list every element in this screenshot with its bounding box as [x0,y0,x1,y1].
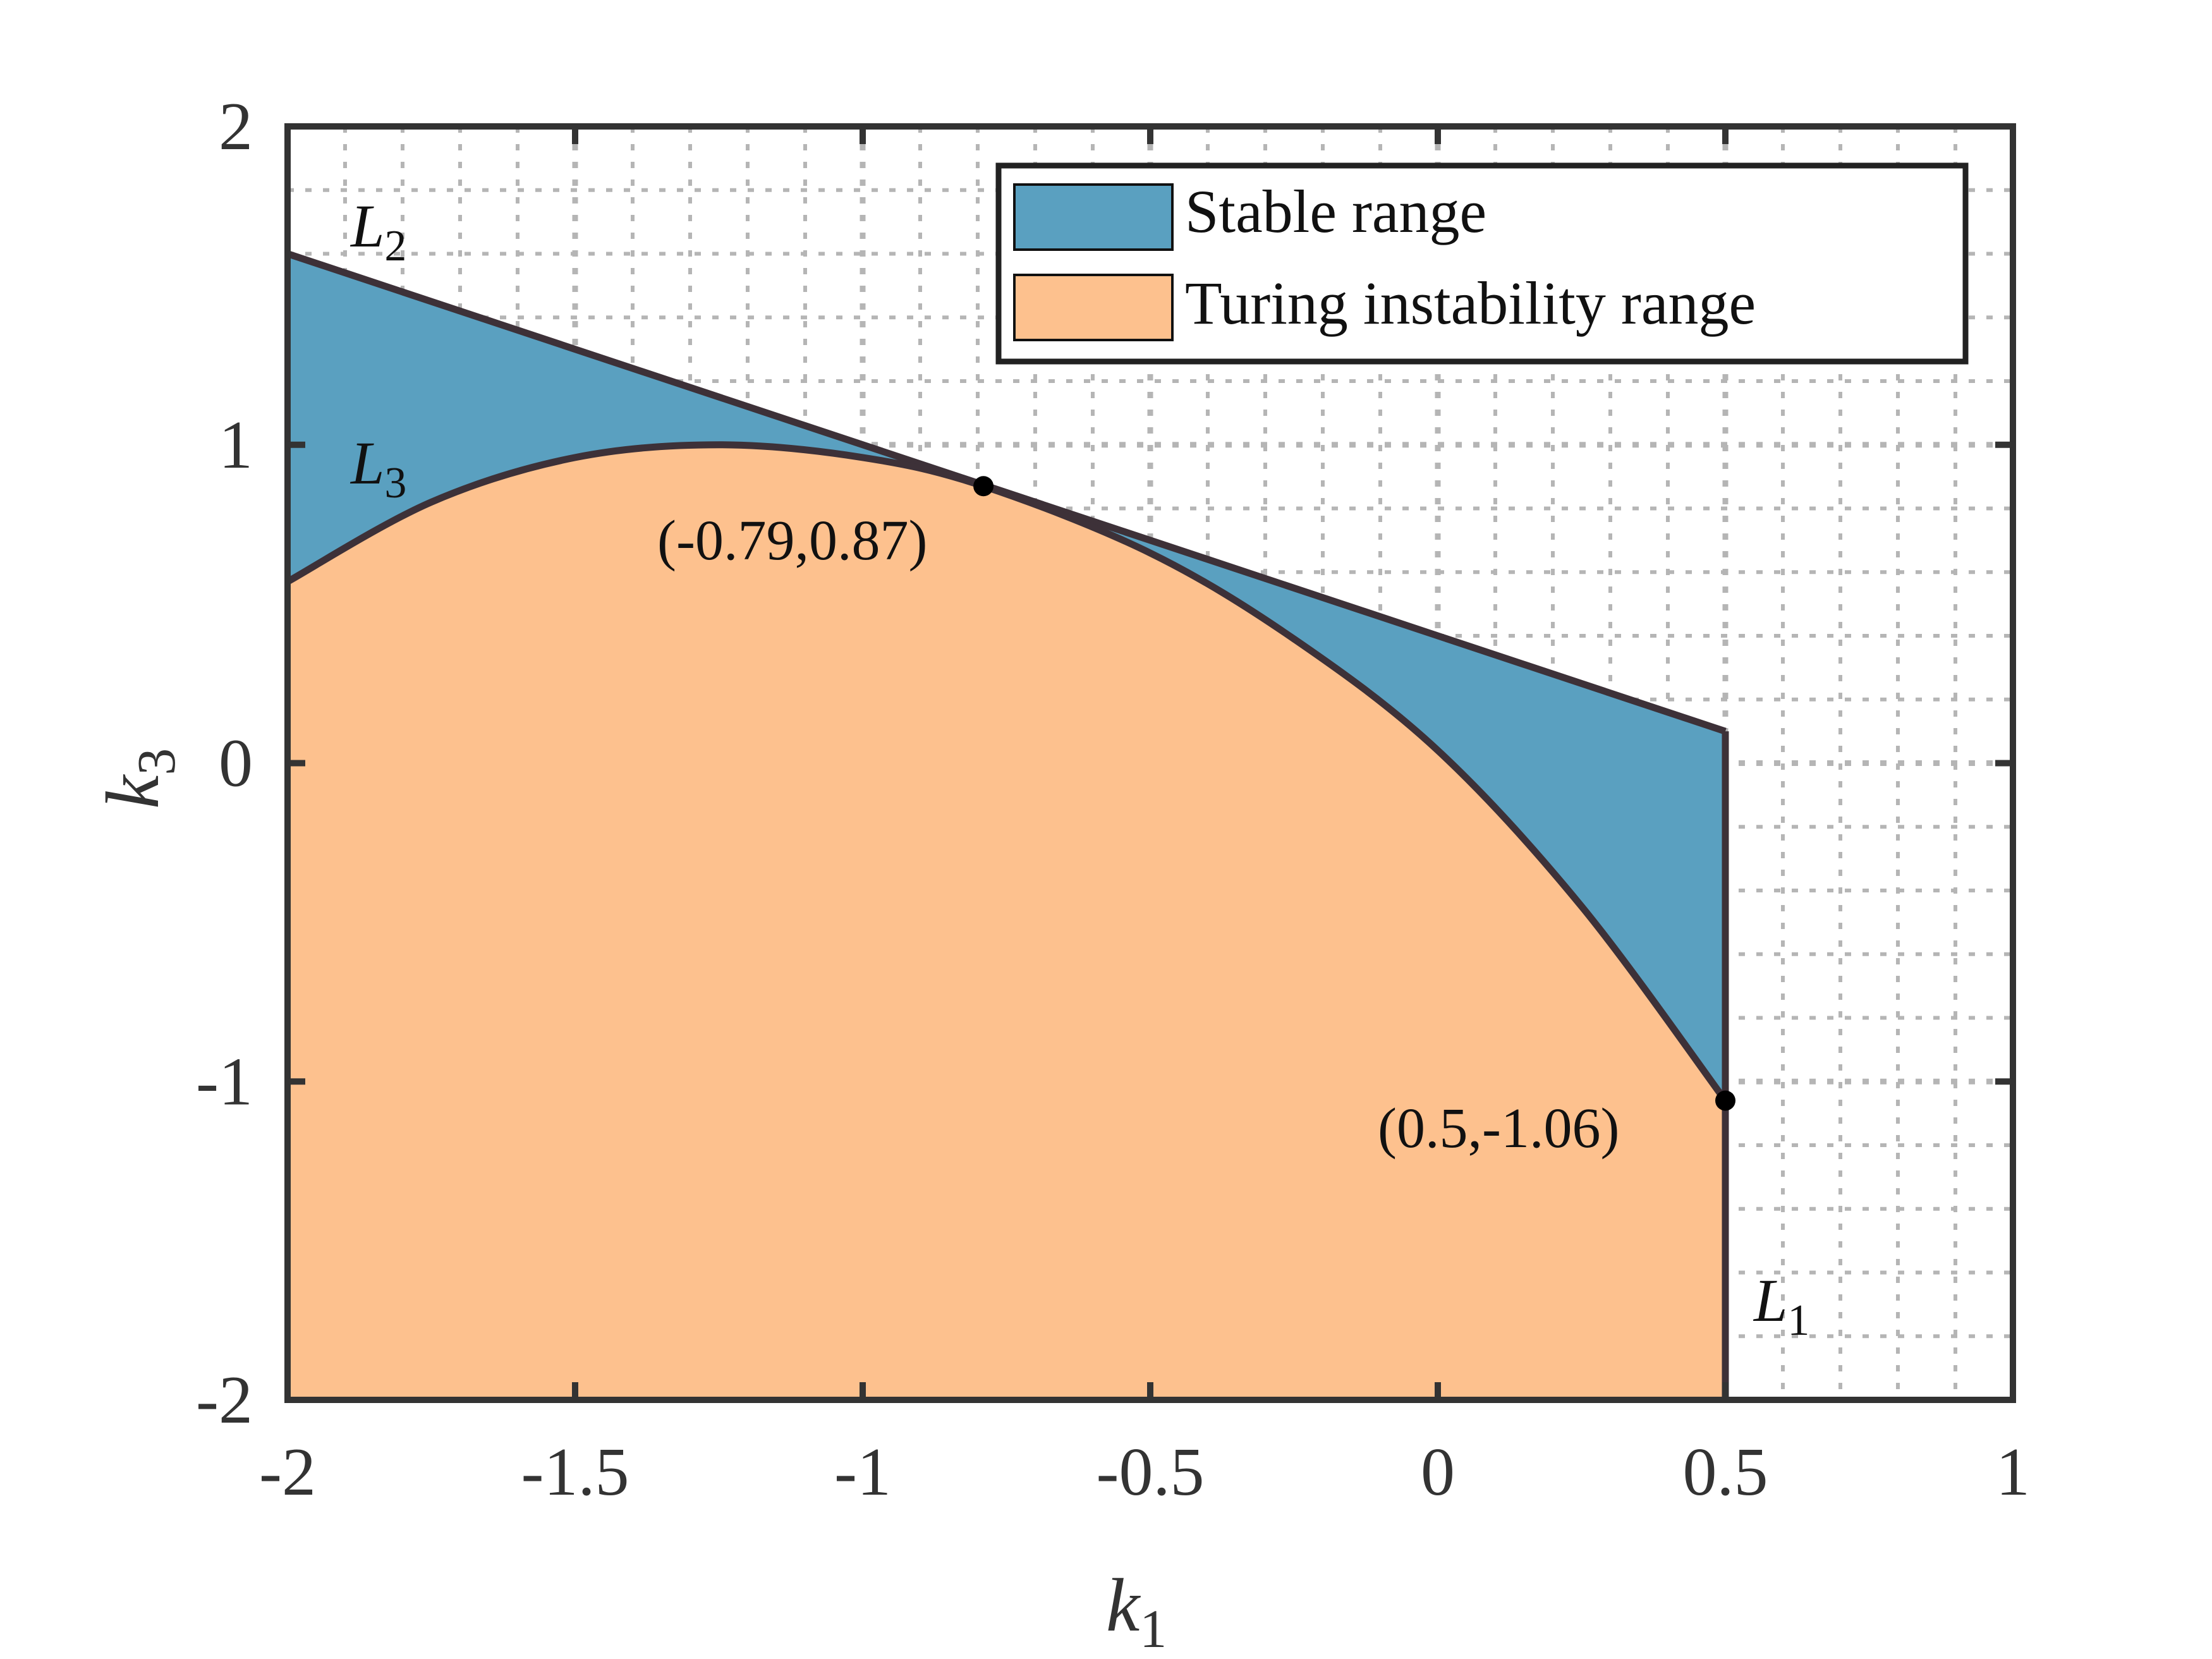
ticks [284,123,2016,1403]
y-axis-label-sub: 3 [126,748,186,775]
y-tick-label: -2 [196,1363,253,1438]
points [973,476,1735,1111]
y-tick-label: -1 [196,1044,253,1119]
legend-swatch-stable [1013,183,1174,251]
x-tick-label: 1 [1996,1435,2030,1510]
turing-instability-region [288,444,1725,1400]
y-axis-label: k3 [90,748,186,809]
point-marker [973,476,994,497]
x-tick-labels: -2 -1.5 -1 -0.5 0 0.5 1 [259,1435,2030,1510]
y-tick-label: 0 [219,726,253,801]
x-tick-label: -1.5 [521,1435,629,1510]
curve-label-l1: L1 [1753,1267,1809,1345]
curve-label-l2: L2 [349,192,406,270]
curve-l3 [286,441,1729,1103]
curve-label-l1-sub: 1 [1787,1296,1809,1345]
y-tick-label: 2 [219,89,253,164]
x-tick-label: 0.5 [1683,1435,1768,1510]
point-label-2: (0.5,-1.06) [1378,1097,1619,1160]
stable-range-region [288,253,1725,1101]
legend: Stable range Turing instability range [995,162,1969,365]
y-tick-labels: -2 -1 0 1 2 [196,89,253,1438]
curve-label-l3-base: L [349,429,384,497]
y-tick-label: 1 [219,408,253,483]
curve-label-l1-base: L [1753,1267,1787,1334]
x-tick-label: 0 [1421,1435,1455,1510]
x-tick-label: -0.5 [1097,1435,1205,1510]
point-marker [1715,1090,1735,1111]
curve-label-l2-sub: 2 [384,222,406,270]
x-axis-label: k1 [1106,1563,1167,1659]
curve-label-l2-base: L [349,192,384,260]
y-axis-label-base: k [90,774,174,809]
curve-label-l3: L3 [349,429,406,507]
legend-label-stable: Stable range [1185,178,1486,245]
x-axis-label-base: k [1106,1563,1141,1647]
point-label-1: (-0.79,0.87) [657,509,927,572]
x-axis-label-sub: 1 [1139,1598,1167,1659]
legend-swatch-turing [1013,274,1174,341]
curve-label-l3-sub: 3 [384,459,406,507]
x-tick-label: -2 [259,1435,316,1510]
x-tick-label: -1 [834,1435,891,1510]
legend-label-turing: Turing instability range [1185,269,1756,337]
